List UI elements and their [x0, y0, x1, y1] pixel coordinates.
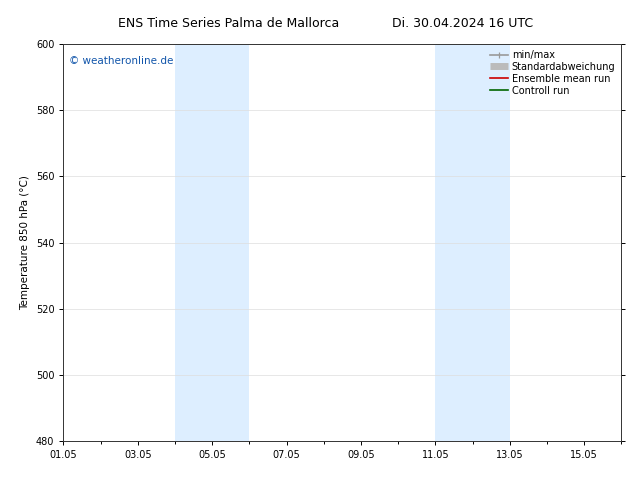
Bar: [175, 44, 249, 441]
Text: © weatheronline.de: © weatheronline.de: [69, 56, 173, 66]
Legend: min/max, Standardabweichung, Ensemble mean run, Controll run: min/max, Standardabweichung, Ensemble me…: [488, 47, 618, 98]
Text: ENS Time Series Palma de Mallorca: ENS Time Series Palma de Mallorca: [118, 17, 339, 30]
Bar: [436, 44, 510, 441]
Y-axis label: Temperature 850 hPa (°C): Temperature 850 hPa (°C): [20, 175, 30, 310]
Text: Di. 30.04.2024 16 UTC: Di. 30.04.2024 16 UTC: [392, 17, 533, 30]
